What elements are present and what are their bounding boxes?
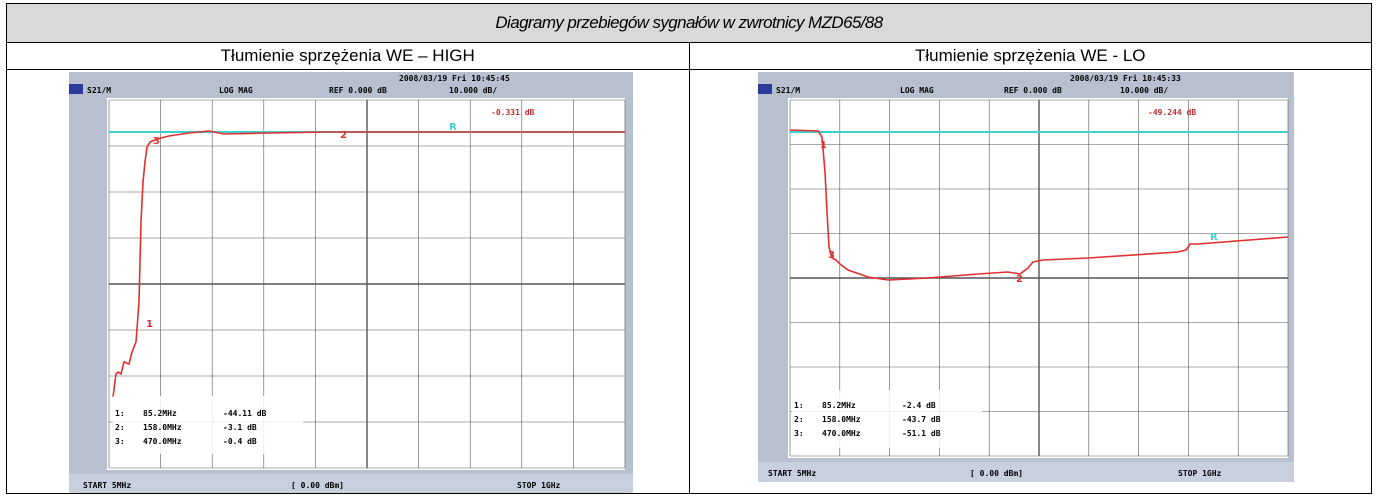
marker-readout: -0.331 dB <box>491 108 535 117</box>
channel-icon <box>757 84 772 94</box>
marker-label: R <box>1210 232 1218 243</box>
marker-table-freq: 158.0MHz <box>822 415 861 424</box>
analyzer-screen-lo: 2008/03/19 Fri 10:45:33 S21/M LOG MAG RE… <box>757 72 1294 482</box>
marker-label: 1 <box>146 319 153 330</box>
screen-power: [ 0.00 dBm] <box>291 481 344 490</box>
screen-date: 2008/03/19 Fri 10:45:45 <box>399 73 510 83</box>
marker-table-freq: 85.2MHz <box>822 401 856 410</box>
trace-lo <box>789 129 1288 281</box>
marker-label: 2 <box>340 130 347 141</box>
marker-table-id: 3: <box>115 437 125 446</box>
marker-table-value: -0.4 dB <box>223 437 257 446</box>
marker-label: 1 <box>820 140 827 151</box>
screen-stop: STOP 1GHz <box>1178 469 1222 478</box>
screen-format: LOG MAG <box>900 86 934 95</box>
analyzer-screen-high: 2008/03/19 Fri 10:45:45 S21/M LOG MAG RE… <box>69 72 633 493</box>
marker-table-id: 3: <box>794 429 804 438</box>
screen-ref: REF 0.000 dB <box>1004 86 1062 95</box>
marker-readout: -49.244 dB <box>1148 108 1196 117</box>
screen-scale: 10.000 dB/ <box>1120 86 1168 95</box>
marker-label: R <box>449 122 457 133</box>
marker-table-value: -2.4 dB <box>902 401 936 410</box>
screen-ref: REF 0.000 dB <box>329 86 387 95</box>
marker-table-id: 2: <box>794 415 804 424</box>
screen-channel: S21/M <box>776 86 800 95</box>
marker-label: 2 <box>1016 274 1023 285</box>
status-bar <box>757 462 1294 482</box>
marker-label: 3 <box>153 136 160 147</box>
document-table: Diagramy przebiegów sygnałów w zwrotnicy… <box>6 3 1372 494</box>
channel-icon <box>69 84 83 94</box>
marker-table-id: 2: <box>115 423 125 432</box>
trace-high <box>112 130 625 398</box>
marker-table <box>791 390 982 448</box>
marker-table <box>113 396 303 454</box>
screen-scale: 10.000 dB/ <box>449 86 497 95</box>
column-heading-lo: Tłumienie sprzężenia WE - LO <box>688 42 1372 70</box>
marker-table-freq: 158.0MHz <box>143 423 182 432</box>
marker-table-id: 1: <box>115 409 125 418</box>
screen-start: START 5MHz <box>768 469 816 478</box>
marker-table-value: -3.1 dB <box>223 423 257 432</box>
screen-date: 2008/03/19 Fri 10:45:33 <box>1070 73 1181 83</box>
marker-table-id: 1: <box>794 401 804 410</box>
screen-channel: S21/M <box>87 86 111 95</box>
marker-table-freq: 85.2MHz <box>143 409 177 418</box>
scope-cell-high: 2008/03/19 Fri 10:45:45 S21/M LOG MAG RE… <box>6 69 690 494</box>
screen-format: LOG MAG <box>219 86 253 95</box>
marker-table-freq: 470.0MHz <box>143 437 182 446</box>
status-bar <box>69 474 633 493</box>
column-heading-high: Tłumienie sprzężenia WE – HIGH <box>6 42 690 70</box>
marker-table-value: -51.1 dB <box>902 429 941 438</box>
plot-grid <box>789 99 1288 457</box>
screen-start: START 5MHz <box>83 481 131 490</box>
document-title: Diagramy przebiegów sygnałów w zwrotnicy… <box>6 3 1372 43</box>
plot-grid <box>108 99 626 469</box>
marker-table-value: -43.7 dB <box>902 415 941 424</box>
marker-label: 3 <box>828 250 835 261</box>
marker-table-freq: 470.0MHz <box>822 429 861 438</box>
marker-table-value: -44.11 dB <box>223 409 267 418</box>
screen-stop: STOP 1GHz <box>517 481 561 490</box>
screen-power: [ 0.00 dBm] <box>970 469 1023 478</box>
scope-cell-lo: 2008/03/19 Fri 10:45:33 S21/M LOG MAG RE… <box>688 69 1372 494</box>
